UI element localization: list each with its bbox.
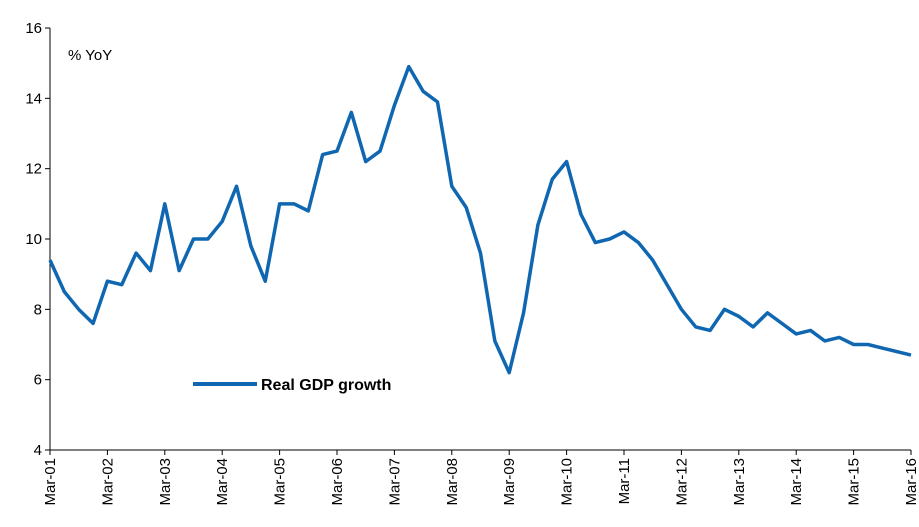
- axes: [49, 28, 911, 451]
- y-tick-label: 14: [25, 90, 42, 107]
- y-tick-label: 8: [34, 301, 42, 318]
- y-axis-ticks: 4 6 8 10 12 14 16: [25, 20, 50, 459]
- x-tick-label: Mar-07: [386, 458, 403, 506]
- x-tick-label: Mar-01: [42, 458, 59, 506]
- y-tick-label: 6: [34, 372, 42, 389]
- x-tick-label: Mar-05: [272, 458, 289, 506]
- x-tick-label: Mar-13: [731, 458, 748, 506]
- legend-label-real-gdp-growth: Real GDP growth: [261, 377, 391, 394]
- series-layer: [48, 64, 912, 375]
- y-tick-label: 4: [34, 442, 42, 459]
- x-tick-label: Mar-02: [99, 458, 116, 506]
- x-tick-label: Mar-15: [846, 458, 863, 506]
- series-line-real-gdp-growth: [48, 64, 912, 375]
- x-axis-ticks: Mar-01 Mar-02 Mar-03 Mar-04 Mar-05 Mar-06 Mar-…: [42, 450, 919, 506]
- y-tick-label: 16: [25, 20, 42, 37]
- x-tick-label: Mar-03: [157, 458, 174, 506]
- x-tick-label: Mar-08: [444, 458, 461, 506]
- x-tick-label: Mar-16: [903, 458, 919, 506]
- x-tick-label: Mar-10: [559, 458, 576, 506]
- legend: Real GDP growth: [193, 377, 391, 394]
- x-tick-label: Mar-09: [501, 458, 518, 506]
- x-tick-label: Mar-14: [788, 458, 805, 506]
- x-tick-label: Mar-04: [214, 458, 231, 506]
- x-tick-label: Mar-06: [329, 458, 346, 506]
- x-tick-label: Mar-11: [616, 458, 633, 504]
- y-tick-label: 10: [25, 231, 42, 248]
- y-axis-unit-label: % YoY: [68, 47, 112, 64]
- y-tick-label: 12: [25, 161, 42, 178]
- x-tick-label: Mar-12: [673, 458, 690, 506]
